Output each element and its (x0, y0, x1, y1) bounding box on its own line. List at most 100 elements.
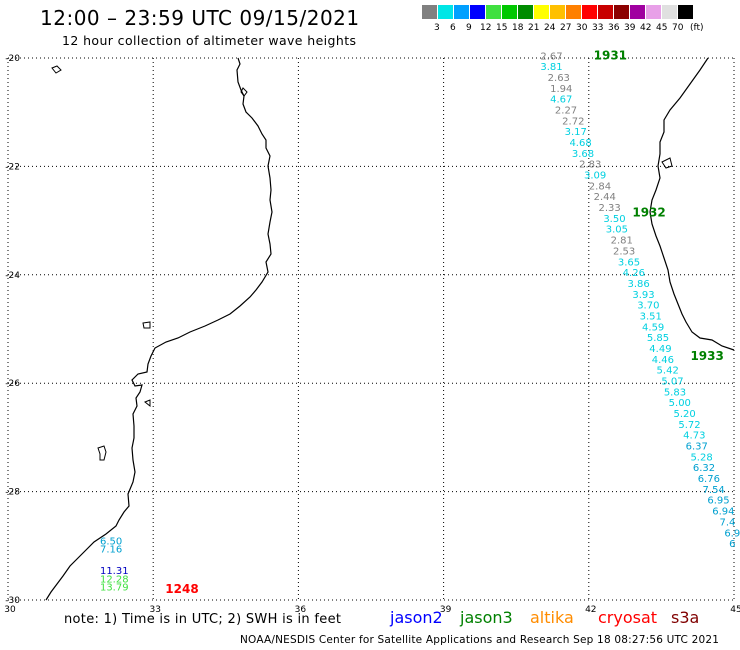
wave-height-reading: 4.73 (683, 431, 705, 442)
satellite-cryosat-label: cryosat (598, 608, 658, 627)
legend-swatch (646, 5, 661, 19)
legend-swatch (550, 5, 565, 19)
legend-label: 12 (480, 23, 492, 33)
wave-height-reading: 2.33 (598, 203, 620, 214)
wave-height-reading: 6.76 (698, 474, 720, 485)
legend-label: 3 (434, 23, 440, 33)
axis-labels: 30 33 36 39 42 45 -20 -22 -24 -26 -28 -30 (4, 54, 740, 615)
wave-height-reading: 5.07 (661, 376, 683, 387)
wave-height-reading: 13.79 (100, 582, 129, 593)
legend-label: 45 (656, 23, 668, 33)
track-time-label: 1932 (632, 205, 665, 219)
wave-height-reading: 3.70 (637, 301, 659, 312)
legend-label: 15 (496, 23, 508, 33)
wave-height-reading: 2.84 (589, 181, 611, 192)
wave-height-reading: 3.86 (628, 279, 650, 290)
wave-height-reading: 6 (729, 539, 735, 550)
longitude-label: 36 (295, 605, 307, 615)
legend-swatch (502, 5, 517, 19)
wave-height-reading: 4.68 (569, 138, 591, 149)
legend-label: 21 (528, 23, 540, 33)
legend-swatch (486, 5, 501, 19)
wave-height-reading: 3.09 (584, 171, 606, 182)
wave-height-reading: 2.53 (613, 246, 635, 257)
page-title: 12:00 – 23:59 UTC 09/15/2021 (40, 6, 360, 30)
wave-height-reading: 5.85 (647, 333, 669, 344)
track-time-label: 1931 (594, 48, 627, 62)
page-subtitle: 12 hour collection of altimeter wave hei… (62, 33, 357, 48)
wave-height-reading: 1.94 (550, 84, 572, 95)
legend-unit: (ft) (690, 23, 704, 33)
legend-swatch (454, 5, 469, 19)
legend-swatch (598, 5, 613, 19)
legend-swatch (534, 5, 549, 19)
africa-coastline (45, 57, 273, 601)
madagascar-coastline (649, 57, 735, 351)
longitude-label: 42 (585, 605, 596, 615)
legend-swatch (678, 5, 693, 19)
legend-swatch (582, 5, 597, 19)
legend-label: 18 (512, 23, 524, 33)
wave-height-reading: 3.51 (640, 311, 662, 322)
legend-swatch (614, 5, 629, 19)
legend-label: 70 (672, 23, 684, 33)
wave-height-reading: 2.81 (611, 236, 633, 247)
lake-outline-2 (144, 399, 151, 408)
wave-height-reading: 6.95 (707, 496, 729, 507)
latitude-label: -24 (5, 271, 20, 281)
lake-outline (97, 445, 107, 461)
legend-label: 9 (466, 23, 472, 33)
wave-height-reading: 3.65 (618, 257, 640, 268)
legend-label: 33 (592, 23, 604, 33)
track-time-labels: 1931 1932 1933 1248 (165, 48, 724, 596)
legend-label: 42 (640, 23, 652, 33)
xai-xai-lagoon (240, 87, 248, 97)
legend-swatch (438, 5, 453, 19)
wave-height-reading: 4.59 (642, 322, 664, 333)
wave-height-reading: 2.63 (548, 73, 570, 84)
legend-swatch (630, 5, 645, 19)
wave-height-reading: 3.68 (572, 149, 594, 160)
legend-label: 27 (560, 23, 572, 33)
legend-swatch (662, 5, 677, 19)
wave-height-reading: 6.9 (724, 528, 740, 539)
units-note: note: 1) Time is in UTC; 2) SWH is in fe… (64, 612, 342, 627)
legend-swatch (422, 5, 437, 19)
satellite-altika-label: altika (530, 608, 574, 627)
wave-height-reading: 5.20 (674, 409, 696, 420)
wave-height-reading: 3.17 (565, 127, 587, 138)
wave-height-reading: 6.37 (686, 442, 708, 453)
wave-height-reading: 4.67 (550, 95, 572, 106)
longitude-label: 39 (440, 605, 452, 615)
wave-height-reading: 12.28 (100, 574, 129, 585)
longitude-label: 33 (149, 605, 160, 615)
wave-height-reading: 11.31 (100, 566, 129, 577)
wave-height-reading: 2.27 (555, 105, 577, 116)
legend-swatch (566, 5, 581, 19)
wave-height-reading: 3.81 (540, 62, 562, 73)
latitude-label: -26 (5, 379, 20, 389)
wave-height-reading: 2.44 (594, 192, 616, 203)
latitude-label: -22 (5, 162, 20, 172)
wave-height-readings: 2.673.812.631.944.672.272.723.174.683.68… (100, 51, 740, 593)
wave-height-reading: 5.72 (678, 420, 700, 431)
latitude-label: -28 (5, 488, 20, 498)
satellite-jason3-label: jason3 (460, 608, 513, 627)
wave-height-reading: 3.93 (632, 290, 654, 301)
track-time-label: 1248 (165, 582, 198, 596)
wave-height-reading: 7.4 (719, 517, 735, 528)
wave-height-reading: 2.72 (562, 116, 584, 127)
wave-height-reading: 4.26 (623, 268, 645, 279)
wave-height-reading: 6.94 (712, 507, 734, 518)
wave-height-reading: 4.46 (652, 355, 674, 366)
track-time-label: 1933 (690, 349, 723, 363)
legend-swatch (518, 5, 533, 19)
legend-label: 30 (576, 23, 588, 33)
legend-label: 39 (624, 23, 636, 33)
satellite-jason2-label: jason2 (390, 608, 443, 627)
legend-label: 36 (608, 23, 620, 33)
latitude-label: -20 (5, 54, 20, 64)
legend-label: 6 (450, 23, 456, 33)
wave-height-reading: 2.83 (579, 160, 601, 171)
wave-height-reading: 5.42 (657, 366, 679, 377)
